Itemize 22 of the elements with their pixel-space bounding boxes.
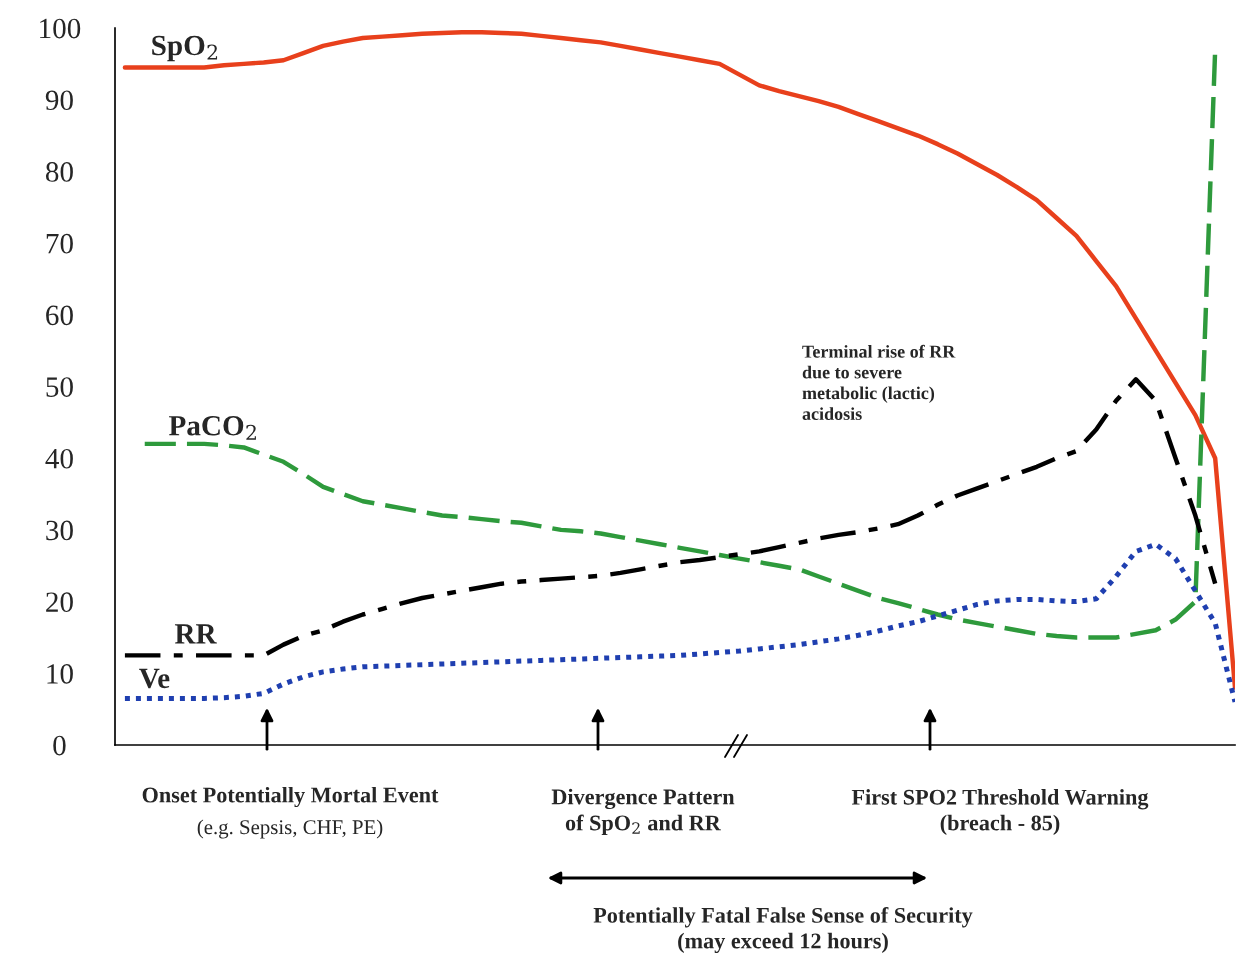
y-tick-label: 20: [46, 592, 73, 613]
series-label: Ve: [139, 668, 170, 689]
y-tick-label: 100: [40, 18, 81, 39]
y-tick-label: 0: [53, 735, 66, 756]
y-tick-label: 50: [46, 377, 73, 397]
series-label: RR: [174, 624, 217, 644]
series-label: SpO$_{2}$: [152, 35, 218, 62]
y-tick-label: 60: [46, 305, 73, 326]
text: Potentially Fatal False Sense of Security (may exceed 12 hours): [593, 906, 973, 954]
y-tick-label: 70: [46, 233, 73, 254]
text: Divergence Pattern of SpO$_{2}$ and RR: [551, 788, 735, 835]
y-tick-label: 40: [45, 448, 73, 469]
text: First SPO2 Threshold Warning (breach - 85): [851, 789, 1149, 835]
y-tick-label: 80: [45, 162, 73, 182]
annotation: Terminal rise of RR due to severe metabolic (lactic) acidosis: [802, 344, 956, 420]
text: (e.g. Sepsis, CHF, PE): [197, 819, 383, 839]
series-label: PaCO$_{2}$: [169, 415, 256, 440]
y-tick-label: 90: [45, 90, 73, 111]
text: Onset Potentially Mortal Event: [142, 786, 439, 808]
y-tick-label: 10: [47, 664, 73, 684]
line-series: [122, 377, 1218, 658]
y-tick-label: 30: [46, 520, 73, 541]
